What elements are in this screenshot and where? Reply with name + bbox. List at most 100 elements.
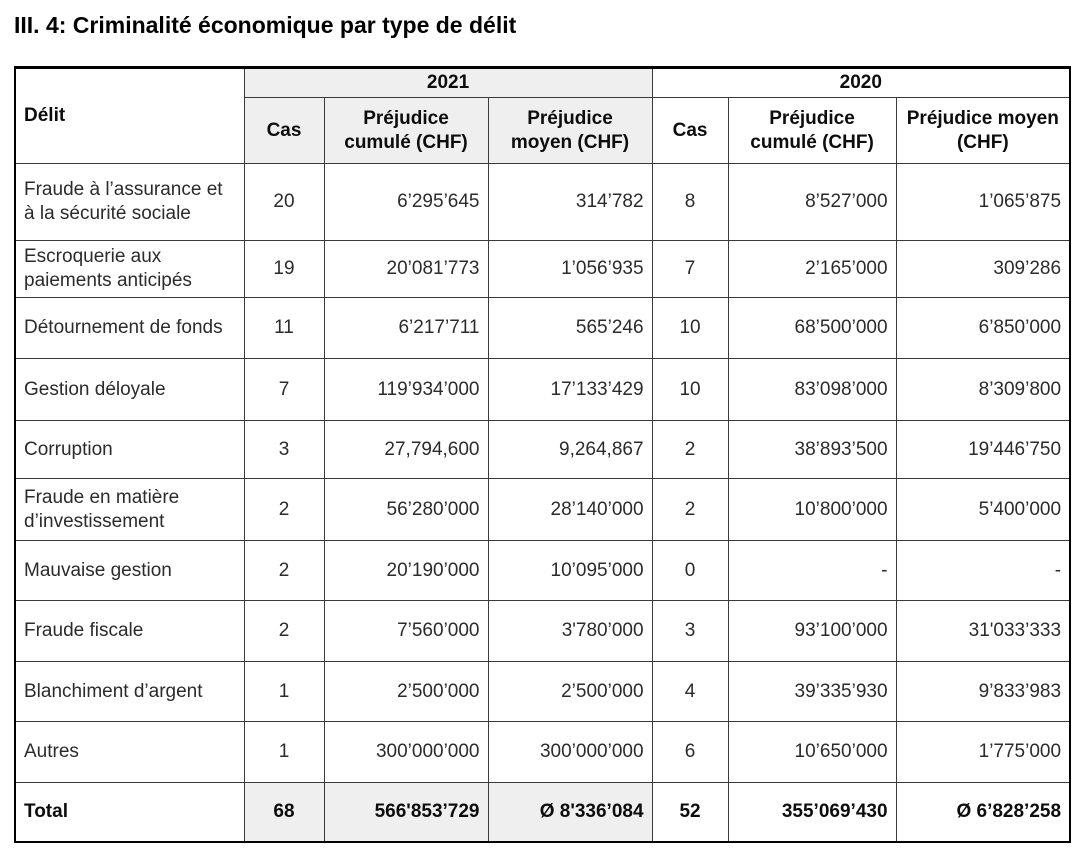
cell-moyen-2020: 5’400’000 (895, 478, 1071, 541)
cell-cumule-2020: 38’893’500 (727, 420, 897, 479)
year-header-2021: 2021 (243, 67, 653, 98)
cell-moyen-2021: 300’000’000 (487, 721, 653, 783)
cell-cumule-2020: 68’500’000 (727, 297, 897, 359)
cell-delit: Fraude à l’assurance et à la sécurité so… (14, 163, 245, 241)
cell-cumule-2021: 56’280’000 (323, 478, 489, 541)
cell-delit: Gestion déloyale (14, 358, 245, 421)
cell-cas-2021: 11 (243, 297, 325, 359)
subheader-cumule-2020: Préjudice cumulé (CHF) (727, 97, 897, 164)
cell-cumule-2020: 39’335’930 (727, 661, 897, 722)
cell-cas-2021: 20 (243, 163, 325, 241)
cell-delit: Autres (14, 721, 245, 783)
table-row: Gestion déloyale 7 119’934’000 17’133’42… (14, 358, 1071, 421)
cell-cumule-2020: 8’527’000 (727, 163, 897, 241)
cell-total-cumule-2020: 355’069’430 (727, 782, 897, 842)
cell-cas-2020: 2 (651, 478, 729, 541)
cell-cas-2020: 2 (651, 420, 729, 479)
subheader-moyen-2021: Préjudice moyen (CHF) (487, 97, 653, 164)
cell-cumule-2021: 27,794,600 (323, 420, 489, 479)
cell-cas-2021: 1 (243, 721, 325, 783)
subheader-cas-2021: Cas (243, 97, 325, 164)
cell-moyen-2020: 9’833’983 (895, 661, 1071, 722)
table-row: Fraude fiscale 2 7’560’000 3'780’000 3 9… (14, 600, 1071, 662)
cell-moyen-2020: 1’775’000 (895, 721, 1071, 783)
cell-cas-2020: 8 (651, 163, 729, 241)
subheader-moyen-2020: Préjudice moyen (CHF) (895, 97, 1071, 164)
cell-cumule-2021: 20’190’000 (323, 540, 489, 601)
cell-cas-2020: 3 (651, 600, 729, 662)
cell-delit: Corruption (14, 420, 245, 479)
cell-delit: Fraude en matière d’investissement (14, 478, 245, 541)
cell-delit: Blanchiment d’argent (14, 661, 245, 722)
crime-table: Délit 2021 2020 Cas Préjudice cumulé (CH… (14, 66, 1072, 843)
cell-cas-2021: 19 (243, 240, 325, 298)
cell-cas-2020: 10 (651, 297, 729, 359)
cell-total-label: Total (14, 782, 245, 842)
cell-cas-2021: 7 (243, 358, 325, 421)
cell-moyen-2020: 1’065’875 (895, 163, 1071, 241)
cell-moyen-2020: 8’309’800 (895, 358, 1071, 421)
table-row: Mauvaise gestion 2 20’190’000 10’095’000… (14, 540, 1071, 601)
cell-cas-2020: 7 (651, 240, 729, 298)
cell-cas-2021: 2 (243, 478, 325, 541)
cell-cumule-2021: 300’000’000 (323, 721, 489, 783)
cell-cumule-2020: - (727, 540, 897, 601)
cell-total-cas-2021: 68 (243, 782, 325, 842)
table-row: Fraude à l’assurance et à la sécurité so… (14, 163, 1071, 241)
cell-delit: Escroquerie aux paiements anticipés (14, 240, 245, 298)
subheader-cas-2020: Cas (651, 97, 729, 164)
cell-cumule-2020: 93’100’000 (727, 600, 897, 662)
table-body: Fraude à l’assurance et à la sécurité so… (14, 163, 1071, 842)
cell-moyen-2020: 6’850’000 (895, 297, 1071, 359)
cell-cas-2020: 6 (651, 721, 729, 783)
cell-delit: Fraude fiscale (14, 600, 245, 662)
cell-moyen-2021: 10’095’000 (487, 540, 653, 601)
subheader-cumule-2021: Préjudice cumulé (CHF) (323, 97, 489, 164)
cell-moyen-2021: 1’056’935 (487, 240, 653, 298)
cell-total-moyen-2021: Ø 8'336’084 (487, 782, 653, 842)
cell-moyen-2020: - (895, 540, 1071, 601)
column-header-row: Cas Préjudice cumulé (CHF) Préjudice moy… (15, 97, 1071, 164)
cell-cumule-2020: 10’650’000 (727, 721, 897, 783)
cell-cumule-2020: 83’098’000 (727, 358, 897, 421)
cell-cumule-2021: 6’295’645 (323, 163, 489, 241)
cell-cas-2021: 1 (243, 661, 325, 722)
table-row: Fraude en matière d’investissement 2 56’… (14, 478, 1071, 541)
table-row: Escroquerie aux paiements anticipés 19 2… (14, 240, 1071, 298)
table-row: Détournement de fonds 11 6’217’711 565’2… (14, 297, 1071, 359)
cell-moyen-2021: 9,264,867 (487, 420, 653, 479)
year-header-2020: 2020 (651, 67, 1071, 98)
cell-cumule-2021: 119’934’000 (323, 358, 489, 421)
table-row: Corruption 3 27,794,600 9,264,867 2 38’8… (14, 420, 1071, 479)
cell-cas-2020: 4 (651, 661, 729, 722)
cell-moyen-2020: 309’286 (895, 240, 1071, 298)
cell-delit: Détournement de fonds (14, 297, 245, 359)
cell-total-cumule-2021: 566'853’729 (323, 782, 489, 842)
cell-moyen-2020: 19’446’750 (895, 420, 1071, 479)
cell-cumule-2021: 20’081’773 (323, 240, 489, 298)
table-row: Blanchiment d’argent 1 2’500’000 2’500’0… (14, 661, 1071, 722)
cell-total-cas-2020: 52 (651, 782, 729, 842)
cell-moyen-2021: 314’782 (487, 163, 653, 241)
total-row: Total 68 566'853’729 Ø 8'336’084 52 355’… (14, 782, 1071, 842)
cell-cumule-2021: 2’500’000 (323, 661, 489, 722)
cell-cumule-2021: 7’560’000 (323, 600, 489, 662)
cell-moyen-2021: 3'780’000 (487, 600, 653, 662)
cell-cas-2020: 10 (651, 358, 729, 421)
cell-total-moyen-2020: Ø 6’828’258 (895, 782, 1071, 842)
cell-moyen-2021: 17’133’429 (487, 358, 653, 421)
cell-delit: Mauvaise gestion (14, 540, 245, 601)
corner-header-delit: Délit (14, 67, 245, 164)
cell-cumule-2021: 6’217’711 (323, 297, 489, 359)
page-title: III. 4: Criminalité économique par type … (14, 12, 517, 38)
table-row: Autres 1 300’000’000 300’000’000 6 10’65… (14, 721, 1071, 783)
cell-moyen-2021: 565’246 (487, 297, 653, 359)
cell-cas-2021: 2 (243, 540, 325, 601)
cell-moyen-2021: 2’500’000 (487, 661, 653, 722)
cell-cumule-2020: 10’800’000 (727, 478, 897, 541)
cell-cas-2021: 2 (243, 600, 325, 662)
cell-moyen-2020: 31'033’333 (895, 600, 1071, 662)
cell-cas-2020: 0 (651, 540, 729, 601)
cell-cas-2021: 3 (243, 420, 325, 479)
